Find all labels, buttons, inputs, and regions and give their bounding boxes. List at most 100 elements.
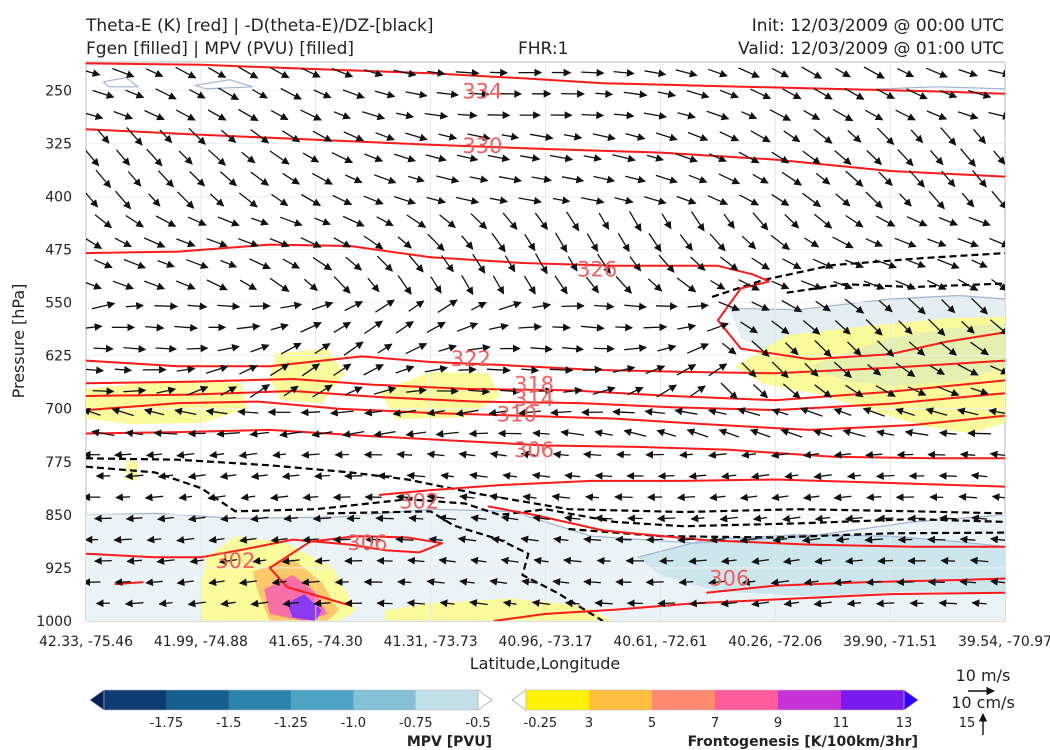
wind-vector	[187, 302, 208, 311]
wind-vector	[741, 235, 757, 250]
wind-vector	[459, 578, 475, 586]
wind-vector	[938, 429, 957, 438]
wind-vector	[750, 130, 771, 143]
wind-vector	[750, 472, 770, 481]
wind-vector	[94, 214, 113, 229]
wind-vector	[251, 217, 269, 226]
wind-vector	[342, 215, 365, 227]
theta-e-contour	[86, 390, 1005, 412]
wind-vector	[252, 556, 267, 565]
wind-vector	[251, 89, 268, 99]
wind-vector	[874, 259, 897, 269]
wind-vector	[502, 599, 517, 608]
x-tick-label: 39.54, -70.97	[958, 634, 1050, 650]
wind-vector	[844, 259, 865, 269]
wind-vector	[397, 275, 412, 295]
dthetae-dz-contour	[327, 510, 604, 621]
wind-vector	[220, 599, 236, 608]
wind-vector	[455, 196, 480, 205]
wind-vector	[529, 133, 554, 141]
wind-vector	[772, 535, 788, 544]
wind-vector	[238, 578, 257, 587]
wind-vector	[311, 301, 334, 311]
wind-vector	[125, 214, 144, 228]
wind-vector	[329, 408, 354, 417]
wind-vector	[865, 191, 883, 209]
wind-vector	[205, 364, 229, 374]
wind-vector	[612, 408, 635, 416]
wind-vector	[345, 256, 363, 271]
x-axis-label: Latitude,Longitude	[470, 654, 621, 673]
wind-vector	[458, 365, 477, 374]
wind-vector	[86, 366, 104, 375]
wind-vector	[803, 493, 820, 502]
wind-vector	[721, 472, 737, 480]
wind-vector	[615, 323, 633, 332]
y-tick-label: 775	[45, 455, 72, 471]
wind-vector	[145, 450, 163, 459]
mpv-outline-contour	[102, 76, 140, 88]
wind-vector	[520, 154, 541, 162]
wind-vector	[771, 361, 789, 379]
wind-vector	[123, 386, 147, 395]
wind-vector	[908, 170, 925, 188]
wind-vector	[241, 151, 256, 164]
wind-vector	[991, 190, 1005, 210]
y-tick-label: 475	[45, 243, 72, 259]
wind-vector	[676, 195, 697, 205]
wind-vector	[813, 88, 833, 100]
wind-vector	[801, 536, 821, 544]
wind-vector	[741, 362, 757, 378]
wind-vector	[814, 340, 832, 358]
wind-vector	[377, 472, 392, 480]
wind-vector	[834, 320, 851, 335]
wind-vector	[174, 407, 197, 416]
dthetae-dz-contour	[86, 457, 1005, 515]
wind-vector	[86, 112, 104, 121]
wind-vector	[899, 193, 912, 207]
wind-vector	[362, 111, 386, 121]
wind-vector	[676, 364, 697, 376]
wind-vector	[424, 111, 449, 120]
wind-vector	[927, 238, 947, 248]
wind-vector	[799, 407, 823, 417]
wind-vector	[738, 151, 760, 164]
wind-vector	[863, 280, 885, 290]
wind-vector	[534, 212, 548, 231]
wind-vector	[623, 90, 648, 99]
wind-vector	[928, 364, 945, 376]
wind-vector	[86, 281, 102, 290]
theta-e-contour-label: 334	[462, 80, 502, 104]
wind-vector	[801, 66, 823, 79]
wind-vector	[583, 578, 601, 586]
wind-vector	[594, 599, 613, 608]
wind-vector	[249, 429, 270, 438]
wind-vector	[709, 493, 726, 502]
forecast-hour: FHR:1	[518, 39, 568, 59]
wind-vector	[617, 232, 630, 253]
theta-e-contour-label: 326	[577, 257, 617, 281]
wind-vector	[865, 109, 884, 121]
wind-vector	[876, 127, 895, 146]
wind-vector	[561, 302, 585, 310]
wind-vector	[594, 471, 613, 480]
wind-vector	[502, 472, 518, 480]
wind-vector	[645, 365, 666, 375]
theta-e-contour-label: 318	[514, 373, 554, 397]
wind-vector	[125, 89, 145, 99]
wind-vector	[300, 321, 322, 333]
wind-vector	[283, 385, 299, 397]
wind-vector	[282, 599, 299, 608]
wind-vector	[690, 256, 706, 271]
wind-vector	[530, 344, 553, 353]
wind-vector	[175, 109, 196, 121]
wind-vector	[124, 472, 144, 480]
wind-vector	[220, 386, 237, 396]
wind-vector	[906, 216, 928, 227]
wind-vector	[408, 514, 424, 523]
wind-vector	[313, 89, 332, 99]
wind-vector	[426, 450, 445, 459]
wind-vector	[648, 233, 662, 253]
wind-vector	[564, 599, 580, 608]
